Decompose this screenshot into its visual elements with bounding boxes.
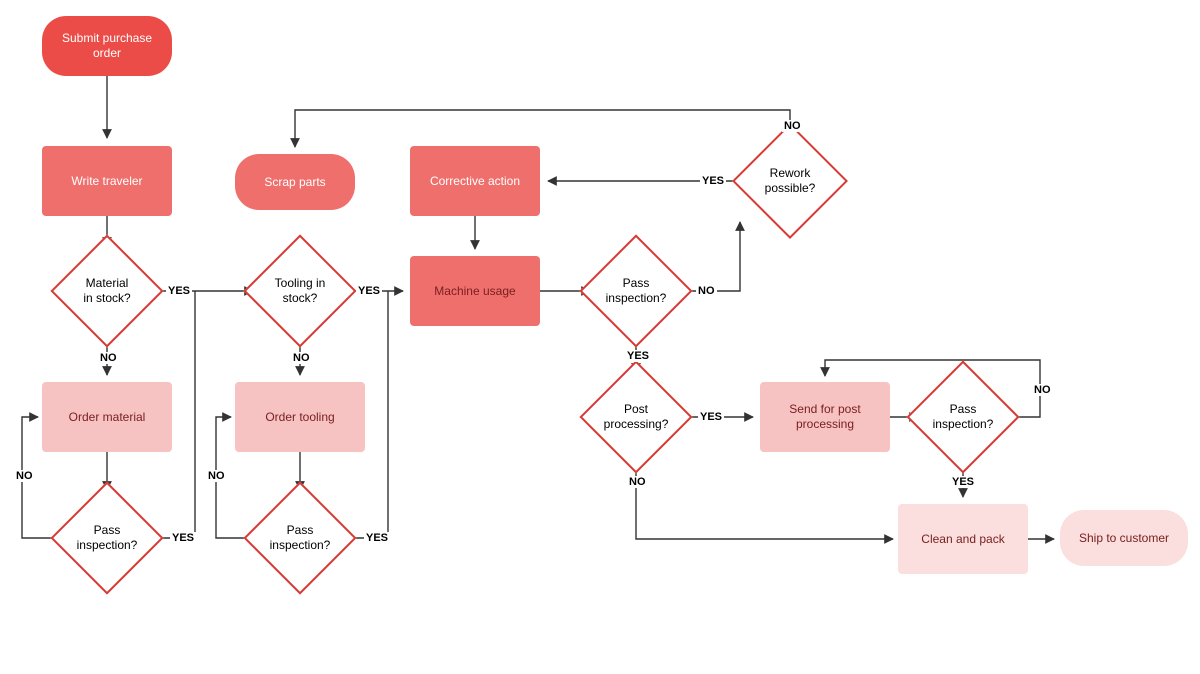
node-scrap: Scrap parts xyxy=(235,154,355,210)
node-label: Material in stock? xyxy=(67,251,147,331)
edge-19 xyxy=(636,462,893,539)
edge-label-8: NO xyxy=(291,352,312,364)
node-traveler: Write traveler xyxy=(42,146,172,216)
node-submit: Submit purchase order xyxy=(42,16,172,76)
edge-label-22: NO xyxy=(1032,384,1053,396)
node-ship: Ship to customer xyxy=(1060,510,1188,566)
node-label: Pass inspection? xyxy=(923,377,1003,457)
decision-matPass: Pass inspection? xyxy=(67,498,147,578)
decision-rework: Rework possible? xyxy=(749,140,831,222)
edge-label-14: NO xyxy=(696,285,717,297)
edge-label-3: NO xyxy=(98,352,119,364)
edge-label-17: NO xyxy=(782,120,803,132)
edge-label-6: YES xyxy=(170,532,196,544)
node-machine: Machine usage xyxy=(410,256,540,326)
flowchart-canvas: Submit purchase order Write traveler Scrap… xyxy=(0,0,1200,674)
edge-label-19: NO xyxy=(627,476,648,488)
edge-label-21: YES xyxy=(950,476,976,488)
edge-label-2: YES xyxy=(166,285,192,297)
node-orderTool: Order tooling xyxy=(235,382,365,452)
node-label: Tooling in stock? xyxy=(260,251,340,331)
node-label: Rework possible? xyxy=(749,140,831,222)
node-label: Post processing? xyxy=(596,377,676,457)
decision-postProc: Post processing? xyxy=(596,377,676,457)
edge-14 xyxy=(680,222,740,291)
edge-label-16: YES xyxy=(700,175,726,187)
edge-label-18: YES xyxy=(698,411,724,423)
decision-toolStock: Tooling in stock? xyxy=(260,251,340,331)
node-cleanPack: Clean and pack xyxy=(898,504,1028,574)
node-orderMat: Order material xyxy=(42,382,172,452)
edge-label-10: NO xyxy=(206,470,227,482)
edge-label-15: YES xyxy=(625,350,651,362)
node-label: Pass inspection? xyxy=(67,498,147,578)
decision-toolPass: Pass inspection? xyxy=(260,498,340,578)
node-label: Pass inspection? xyxy=(596,251,676,331)
edge-label-11: YES xyxy=(364,532,390,544)
decision-matStock: Material in stock? xyxy=(67,251,147,331)
edge-label-5: NO xyxy=(14,470,35,482)
node-sendPost: Send for post processing xyxy=(760,382,890,452)
edge-17 xyxy=(295,110,790,147)
edge-label-7: YES xyxy=(356,285,382,297)
decision-passInsp2: Pass inspection? xyxy=(923,377,1003,457)
decision-passInsp1: Pass inspection? xyxy=(596,251,676,331)
node-label: Pass inspection? xyxy=(260,498,340,578)
node-corrective: Corrective action xyxy=(410,146,540,216)
